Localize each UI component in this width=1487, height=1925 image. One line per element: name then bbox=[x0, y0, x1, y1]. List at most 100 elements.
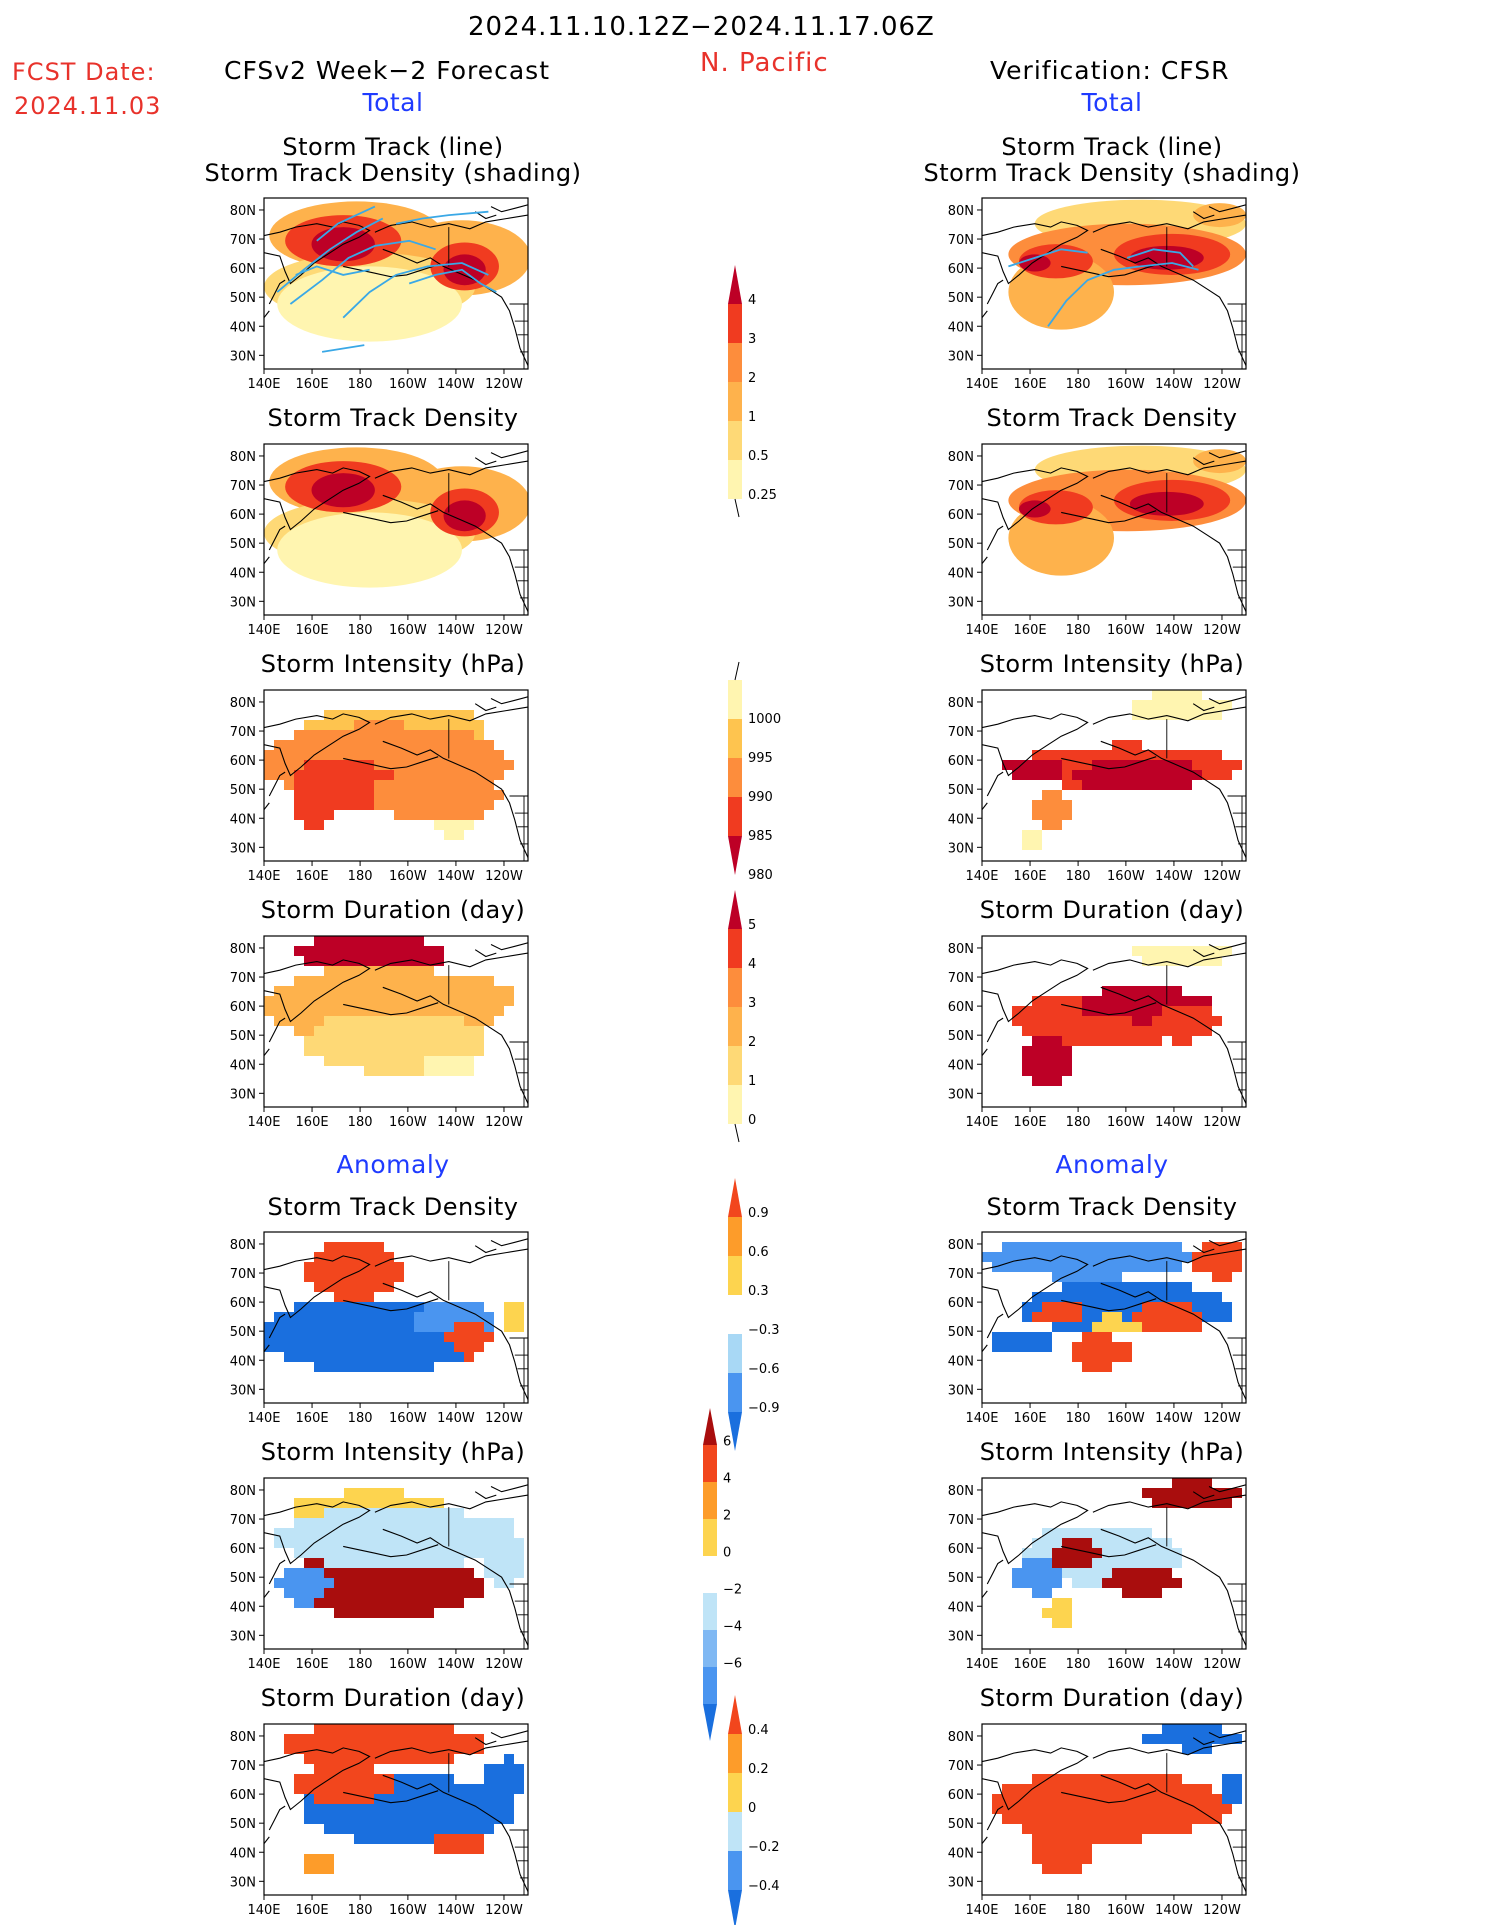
map-frame bbox=[981, 1231, 1247, 1404]
shade-cell bbox=[1052, 790, 1062, 800]
shade-cell bbox=[324, 780, 334, 790]
shade-cell bbox=[1202, 1814, 1212, 1824]
shade-cell bbox=[1142, 1814, 1152, 1824]
shade-cell bbox=[354, 1774, 364, 1784]
shade-cell bbox=[514, 1774, 524, 1784]
shade-cell bbox=[464, 730, 474, 740]
shade-cell bbox=[1062, 1844, 1072, 1854]
lon-tick-label: 160E bbox=[1014, 1903, 1047, 1918]
shade-cell bbox=[414, 1538, 424, 1548]
shade-cell bbox=[484, 800, 494, 810]
shade-contour bbox=[443, 254, 486, 286]
shade-cell bbox=[324, 1598, 334, 1608]
shade-cell bbox=[294, 810, 304, 820]
shade-cell bbox=[1082, 1362, 1092, 1372]
shade-cell bbox=[384, 1744, 394, 1754]
shade-cell bbox=[1212, 1272, 1222, 1282]
shade-cell bbox=[1082, 1538, 1092, 1548]
shade-cell bbox=[324, 1824, 334, 1834]
coastline bbox=[982, 467, 1089, 531]
shade-cell bbox=[374, 1242, 384, 1252]
lat-tick-label: 50N bbox=[948, 1571, 974, 1586]
shade-cell bbox=[384, 1568, 394, 1578]
coastline bbox=[1208, 696, 1246, 705]
shade-cell bbox=[464, 760, 474, 770]
shade-cell bbox=[324, 760, 334, 770]
shade-cell bbox=[1002, 1794, 1012, 1804]
lat-tick-label: 80N bbox=[230, 1484, 256, 1499]
shade-cell bbox=[1012, 1342, 1022, 1352]
shade-cell bbox=[394, 710, 404, 720]
lon-tick-label: 140E bbox=[247, 1903, 280, 1918]
shade-cell bbox=[1142, 1016, 1152, 1026]
shade-cell bbox=[1052, 1016, 1062, 1026]
shade-cell bbox=[464, 720, 474, 730]
shade-cell bbox=[474, 976, 484, 986]
shade-cell bbox=[1042, 1568, 1052, 1578]
shade-cell bbox=[324, 810, 334, 820]
shade-cell bbox=[344, 1016, 354, 1026]
shade-cell bbox=[1112, 1282, 1122, 1292]
colorbar-label: 0.6 bbox=[748, 1245, 769, 1260]
shade-cell bbox=[1112, 1292, 1122, 1302]
shade-cell bbox=[1172, 1804, 1182, 1814]
shade-cell bbox=[384, 1588, 394, 1598]
shade-cell bbox=[1152, 946, 1162, 956]
lon-tick-label: 160E bbox=[296, 1903, 329, 1918]
coastline bbox=[268, 525, 286, 551]
shade-cell bbox=[474, 996, 484, 1006]
shade-cell bbox=[284, 1578, 294, 1588]
shade-cell bbox=[474, 1744, 484, 1754]
shade-cell bbox=[1182, 1292, 1192, 1302]
shade-cell bbox=[1032, 760, 1042, 770]
shade-cell bbox=[414, 790, 424, 800]
shade-cell bbox=[1122, 1538, 1132, 1548]
shade-cell bbox=[314, 740, 324, 750]
shade-cell bbox=[1032, 1588, 1042, 1598]
shade-cell bbox=[1082, 1282, 1092, 1292]
shade-cell bbox=[384, 1488, 394, 1498]
shade-cell bbox=[304, 1734, 314, 1744]
shade-cell bbox=[474, 1342, 484, 1352]
shade-cell bbox=[304, 1754, 314, 1764]
shade-cell bbox=[364, 1066, 374, 1076]
shade-cell bbox=[504, 986, 514, 996]
shade-cell bbox=[1052, 1844, 1062, 1854]
shade-cell bbox=[1082, 1342, 1092, 1352]
coastline bbox=[264, 310, 270, 319]
shade-cell bbox=[424, 1046, 434, 1056]
shade-cell bbox=[1072, 1854, 1082, 1864]
shade-cell bbox=[394, 1056, 404, 1066]
shade-cell bbox=[404, 1558, 414, 1568]
shade-cell bbox=[1072, 1834, 1082, 1844]
lon-tick-label: 120W bbox=[485, 869, 523, 884]
shade-cell bbox=[1102, 1342, 1112, 1352]
shade-cell bbox=[1202, 1252, 1212, 1262]
shade-cell bbox=[1072, 1292, 1082, 1302]
shade-cell bbox=[354, 1488, 364, 1498]
colorbar-label: 2 bbox=[748, 371, 756, 386]
lat-tick-label: 50N bbox=[948, 1029, 974, 1044]
shade-cell bbox=[384, 996, 394, 1006]
shade-cell bbox=[354, 1272, 364, 1282]
shade-cell bbox=[1072, 1026, 1082, 1036]
shade-cell bbox=[1112, 1558, 1122, 1568]
shade-cell bbox=[364, 1578, 374, 1588]
lat-tick-label: 40N bbox=[948, 1354, 974, 1369]
shade-cell bbox=[1102, 1026, 1112, 1036]
shade-cell bbox=[484, 1824, 494, 1834]
shade-cell bbox=[374, 946, 384, 956]
shade-cell bbox=[1032, 1794, 1042, 1804]
shade-cell bbox=[454, 800, 464, 810]
shade-cell bbox=[274, 986, 284, 996]
map-panel-r4-c1: 140E 160E 180 160W 140W 120W80N70N60N50N40N30… bbox=[948, 1231, 1247, 1426]
colorbar-label: 1 bbox=[748, 410, 756, 425]
shade-cell bbox=[354, 1814, 364, 1824]
shade-cell bbox=[1092, 1558, 1102, 1568]
lat-tick-label: 60N bbox=[948, 262, 974, 277]
shade-cell bbox=[424, 1016, 434, 1026]
lon-tick-label: 140E bbox=[965, 1115, 998, 1130]
map-frame bbox=[981, 689, 1247, 862]
shade-cell bbox=[304, 1794, 314, 1804]
shade-cell bbox=[1202, 1804, 1212, 1814]
